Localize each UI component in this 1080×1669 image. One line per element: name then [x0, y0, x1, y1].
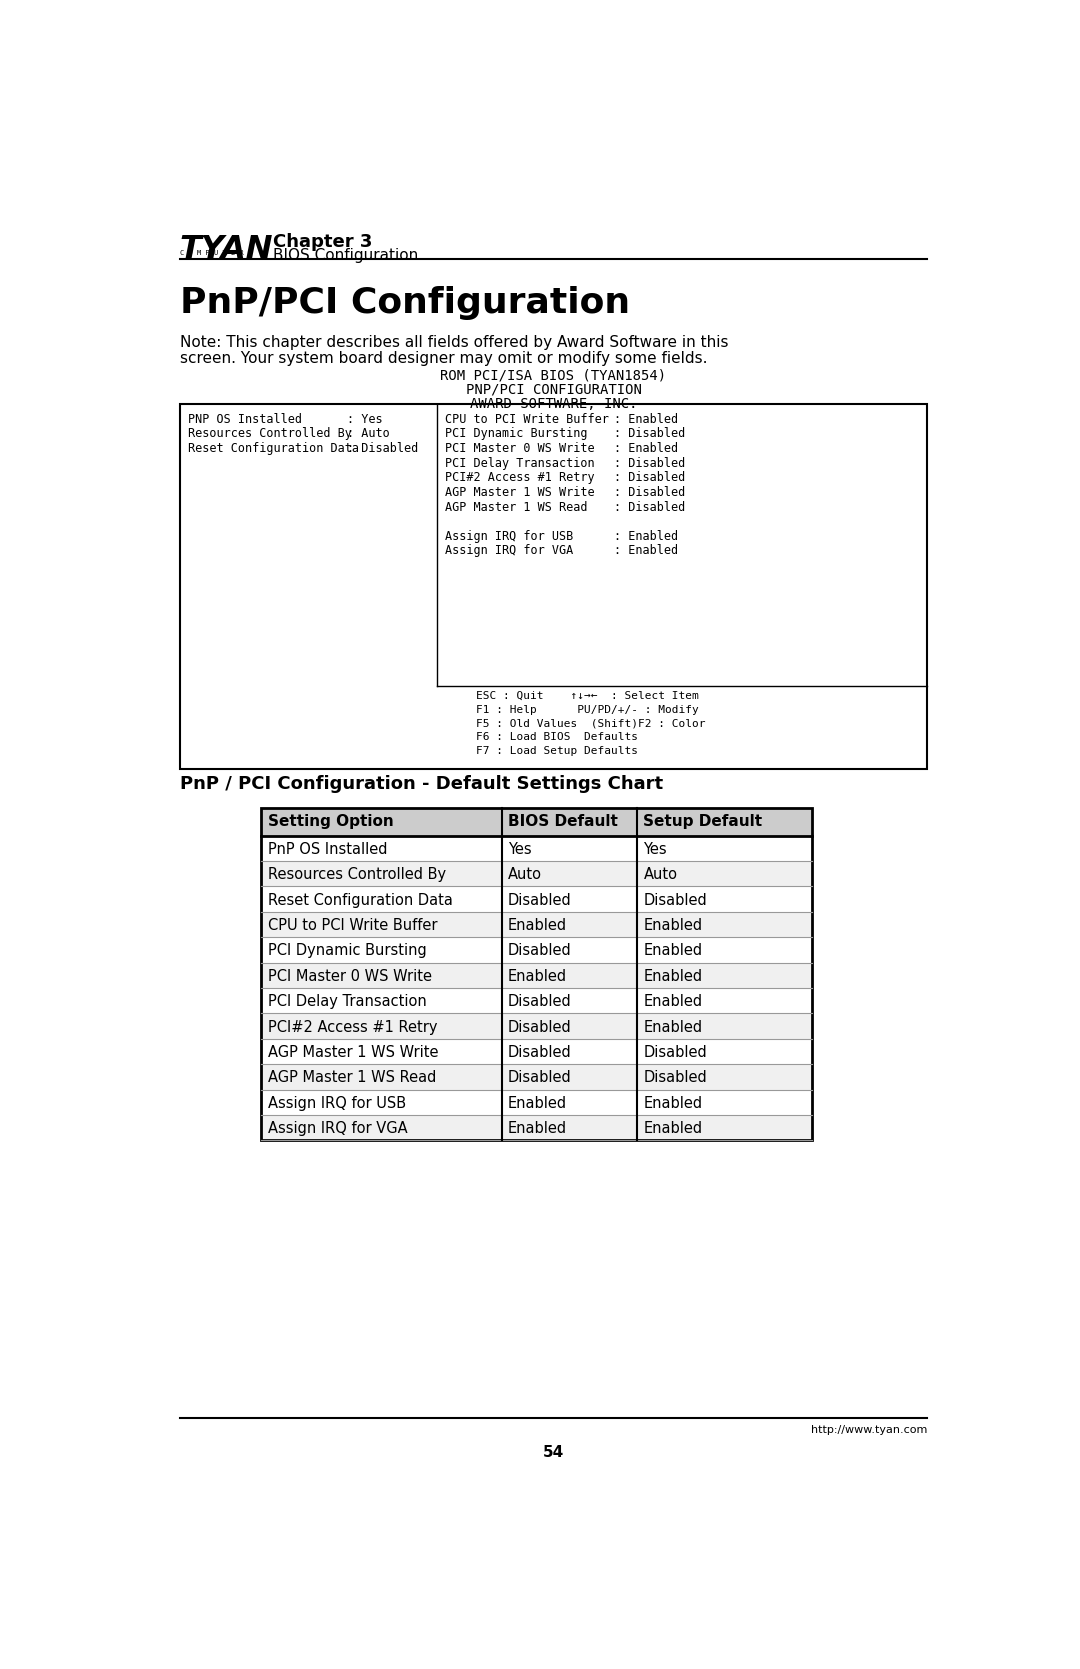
- Text: TYAN: TYAN: [180, 234, 273, 265]
- Text: : Disabled: : Disabled: [613, 471, 685, 484]
- Text: Disabled: Disabled: [508, 995, 571, 1010]
- Text: AGP Master 1 WS Write: AGP Master 1 WS Write: [445, 486, 595, 499]
- Bar: [261, 1065, 811, 1090]
- Text: Enabled: Enabled: [644, 1020, 702, 1035]
- Text: Resources Controlled By: Resources Controlled By: [188, 427, 352, 441]
- Text: 54: 54: [543, 1445, 564, 1460]
- Text: F6 : Load BIOS  Defaults: F6 : Load BIOS Defaults: [476, 733, 638, 743]
- Text: : Disabled: : Disabled: [613, 501, 685, 514]
- Text: Setup Default: Setup Default: [644, 814, 762, 829]
- Text: AGP Master 1 WS Read: AGP Master 1 WS Read: [445, 501, 588, 514]
- Text: Reset Configuration Data: Reset Configuration Data: [268, 893, 453, 908]
- Text: PnP/PCI Configuration: PnP/PCI Configuration: [180, 285, 630, 320]
- Bar: [261, 1013, 811, 1038]
- Text: Setting Option: Setting Option: [268, 814, 393, 829]
- Text: CPU to PCI Write Buffer: CPU to PCI Write Buffer: [268, 918, 437, 933]
- Text: : Enabled: : Enabled: [613, 529, 678, 542]
- Text: PCI Delay Transaction: PCI Delay Transaction: [268, 995, 427, 1010]
- Text: Auto: Auto: [508, 868, 542, 883]
- Text: Disabled: Disabled: [508, 1020, 571, 1035]
- Bar: [261, 911, 811, 938]
- Text: Enabled: Enabled: [644, 918, 702, 933]
- Text: screen. Your system board designer may omit or modify some fields.: screen. Your system board designer may o…: [180, 350, 707, 366]
- Text: Disabled: Disabled: [644, 893, 707, 908]
- Bar: [261, 861, 811, 886]
- Text: http://www.tyan.com: http://www.tyan.com: [811, 1425, 927, 1435]
- Text: Enabled: Enabled: [644, 968, 702, 983]
- Bar: [261, 988, 811, 1013]
- Text: F7 : Load Setup Defaults: F7 : Load Setup Defaults: [476, 746, 638, 756]
- Text: Assign IRQ for USB: Assign IRQ for USB: [268, 1097, 406, 1112]
- Text: PCI Dynamic Bursting: PCI Dynamic Bursting: [268, 943, 427, 958]
- Text: : Disabled: : Disabled: [347, 442, 418, 456]
- Text: PNP/PCI CONFIGURATION: PNP/PCI CONFIGURATION: [465, 382, 642, 397]
- Text: Note: This chapter describes all fields offered by Award Software in this: Note: This chapter describes all fields …: [180, 335, 728, 350]
- Bar: [261, 1090, 811, 1115]
- Bar: [261, 808, 811, 836]
- Bar: [261, 836, 811, 861]
- Bar: [261, 938, 811, 963]
- Text: PCI Master 0 WS Write: PCI Master 0 WS Write: [445, 442, 595, 456]
- Text: : Yes: : Yes: [347, 412, 382, 426]
- Text: : Enabled: : Enabled: [613, 442, 678, 456]
- Bar: [261, 1038, 811, 1065]
- Text: Disabled: Disabled: [508, 1045, 571, 1060]
- Text: PnP / PCI Configuration - Default Settings Chart: PnP / PCI Configuration - Default Settin…: [180, 776, 663, 793]
- Text: Enabled: Enabled: [508, 968, 567, 983]
- Text: Enabled: Enabled: [508, 1097, 567, 1112]
- Bar: [261, 1115, 811, 1140]
- Text: Chapter 3: Chapter 3: [273, 234, 373, 252]
- Text: : Disabled: : Disabled: [613, 427, 685, 441]
- Text: Enabled: Enabled: [644, 943, 702, 958]
- Text: Assign IRQ for VGA: Assign IRQ for VGA: [445, 544, 573, 557]
- Text: PCI#2 Access #1 Retry: PCI#2 Access #1 Retry: [445, 471, 595, 484]
- Text: BIOS Configuration: BIOS Configuration: [273, 249, 418, 264]
- Text: Assign IRQ for VGA: Assign IRQ for VGA: [268, 1122, 407, 1137]
- Text: Yes: Yes: [644, 841, 667, 856]
- Text: AGP Master 1 WS Read: AGP Master 1 WS Read: [268, 1070, 436, 1085]
- Text: Disabled: Disabled: [644, 1045, 707, 1060]
- Text: Disabled: Disabled: [644, 1070, 707, 1085]
- Text: PCI Master 0 WS Write: PCI Master 0 WS Write: [268, 968, 432, 983]
- Text: ESC : Quit    ↑↓→←  : Select Item: ESC : Quit ↑↓→← : Select Item: [476, 691, 699, 701]
- Text: Resources Controlled By: Resources Controlled By: [268, 868, 446, 883]
- Text: C O M P U T E R: C O M P U T E R: [180, 250, 244, 257]
- Text: Enabled: Enabled: [508, 918, 567, 933]
- Bar: [261, 808, 811, 1140]
- Text: Enabled: Enabled: [644, 995, 702, 1010]
- Text: CPU to PCI Write Buffer: CPU to PCI Write Buffer: [445, 412, 609, 426]
- Text: Auto: Auto: [644, 868, 677, 883]
- Text: : Enabled: : Enabled: [613, 412, 678, 426]
- Bar: [261, 886, 811, 911]
- Text: F1 : Help      PU/PD/+/- : Modify: F1 : Help PU/PD/+/- : Modify: [476, 704, 699, 714]
- Text: AWARD SOFTWARE, INC.: AWARD SOFTWARE, INC.: [470, 397, 637, 411]
- Text: PCI Delay Transaction: PCI Delay Transaction: [445, 457, 595, 469]
- Text: Yes: Yes: [508, 841, 531, 856]
- Bar: [261, 963, 811, 988]
- Text: : Disabled: : Disabled: [613, 457, 685, 469]
- Text: : Enabled: : Enabled: [613, 544, 678, 557]
- Text: : Disabled: : Disabled: [613, 486, 685, 499]
- Text: BIOS Default: BIOS Default: [508, 814, 618, 829]
- Text: PCI#2 Access #1 Retry: PCI#2 Access #1 Retry: [268, 1020, 437, 1035]
- FancyBboxPatch shape: [180, 404, 927, 769]
- Text: PCI Dynamic Bursting: PCI Dynamic Bursting: [445, 427, 588, 441]
- Text: AGP Master 1 WS Write: AGP Master 1 WS Write: [268, 1045, 438, 1060]
- Text: : Auto: : Auto: [347, 427, 389, 441]
- Text: Disabled: Disabled: [508, 893, 571, 908]
- Text: Enabled: Enabled: [644, 1122, 702, 1137]
- Text: Disabled: Disabled: [508, 1070, 571, 1085]
- Text: Enabled: Enabled: [644, 1097, 702, 1112]
- Text: PnP OS Installed: PnP OS Installed: [268, 841, 387, 856]
- Text: Assign IRQ for USB: Assign IRQ for USB: [445, 529, 573, 542]
- Text: Disabled: Disabled: [508, 943, 571, 958]
- Text: F5 : Old Values  (Shift)F2 : Color: F5 : Old Values (Shift)F2 : Color: [476, 718, 705, 728]
- Text: PNP OS Installed: PNP OS Installed: [188, 412, 301, 426]
- Text: Reset Configuration Data: Reset Configuration Data: [188, 442, 359, 456]
- Text: Enabled: Enabled: [508, 1122, 567, 1137]
- Text: ROM PCI/ISA BIOS (TYAN1854): ROM PCI/ISA BIOS (TYAN1854): [441, 369, 666, 382]
